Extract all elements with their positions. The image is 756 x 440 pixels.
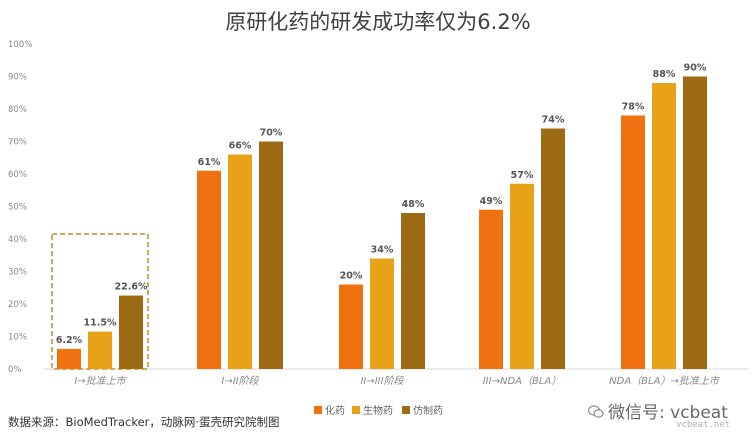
watermark-subtext: vcbeat.net — [676, 420, 731, 430]
bar — [197, 170, 221, 369]
bar — [479, 209, 503, 369]
bar — [228, 154, 252, 369]
y-tick-label: 10% — [8, 333, 27, 343]
y-tick-label: 0% — [8, 365, 22, 375]
source-note: 数据来源：BioMedTracker，动脉网·蛋壳研究院制图 — [8, 415, 280, 429]
data-label: 20% — [340, 271, 363, 282]
x-tick-label: NDA（BLA）→批准上市 — [609, 375, 721, 387]
legend-swatch — [314, 406, 322, 414]
legend-swatch — [402, 406, 410, 414]
data-label: 48% — [402, 199, 425, 210]
data-labels-group: 6.2% 61% 20% 49% 78% 11.5% 66% 34% 57% 88% 22.6% 70… — [56, 63, 707, 346]
chart-axes: 0% 10% 20% 30% 40% 50% 60% 70% 80% 90% 100% — [8, 40, 748, 375]
data-label: 90% — [684, 63, 707, 74]
x-tick-labels: I→批准上市 I→II阶段 II→III阶段 III→NDA（BLA） NDA（BLA）… — [74, 375, 720, 387]
y-tick-label: 50% — [8, 203, 27, 213]
y-tick-label: 60% — [8, 170, 27, 180]
bar — [57, 348, 81, 369]
bars-group — [57, 76, 707, 369]
legend-label: 仿制药 — [413, 404, 443, 417]
bar — [370, 258, 394, 369]
highlight-box — [51, 233, 149, 370]
x-tick-label: II→III阶段 — [360, 375, 404, 387]
data-label: 78% — [622, 102, 645, 113]
legend-swatch — [352, 406, 360, 414]
x-tick-label: I→批准上市 — [74, 375, 127, 387]
wechat-icon — [588, 405, 604, 418]
data-label: 22.6% — [115, 282, 148, 293]
bar — [510, 183, 534, 369]
x-tick-label: I→II阶段 — [221, 375, 259, 387]
legend: 化药 生物药 仿制药 — [314, 404, 443, 417]
bar — [119, 295, 143, 369]
data-label: 11.5% — [84, 318, 117, 329]
bar — [339, 284, 363, 369]
highlight-dashed-box — [51, 233, 149, 370]
data-label: 74% — [542, 115, 565, 126]
bar — [259, 141, 283, 369]
x-tick-label: III→NDA（BLA） — [483, 375, 562, 387]
data-label: 66% — [229, 141, 252, 152]
data-label: 49% — [480, 196, 503, 207]
y-tick-label: 40% — [8, 235, 27, 245]
y-tick-label: 90% — [8, 73, 27, 83]
data-label: 88% — [653, 69, 676, 80]
y-tick-label: 30% — [8, 268, 27, 278]
data-label: 6.2% — [56, 335, 83, 346]
y-tick-label: 20% — [8, 300, 27, 310]
chart-title: 原研化药的研发成功率仅为6.2% — [225, 10, 531, 34]
data-label: 61% — [198, 157, 221, 168]
bar — [541, 128, 565, 369]
legend-label: 生物药 — [363, 404, 393, 417]
bar — [652, 83, 676, 369]
y-tick-label: 100% — [8, 40, 32, 50]
data-label: 57% — [511, 170, 534, 181]
data-label: 34% — [371, 245, 394, 256]
bar — [683, 76, 707, 369]
watermark-text: 微信号: vcbeat — [608, 403, 728, 423]
bar — [88, 331, 112, 369]
y-tick-label: 70% — [8, 138, 27, 148]
data-label: 70% — [260, 128, 283, 139]
bar — [401, 213, 425, 369]
watermark: 微信号: vcbeat — [588, 398, 728, 423]
legend-label: 化药 — [325, 404, 345, 417]
y-tick-label: 80% — [8, 105, 27, 115]
bar — [621, 115, 645, 369]
